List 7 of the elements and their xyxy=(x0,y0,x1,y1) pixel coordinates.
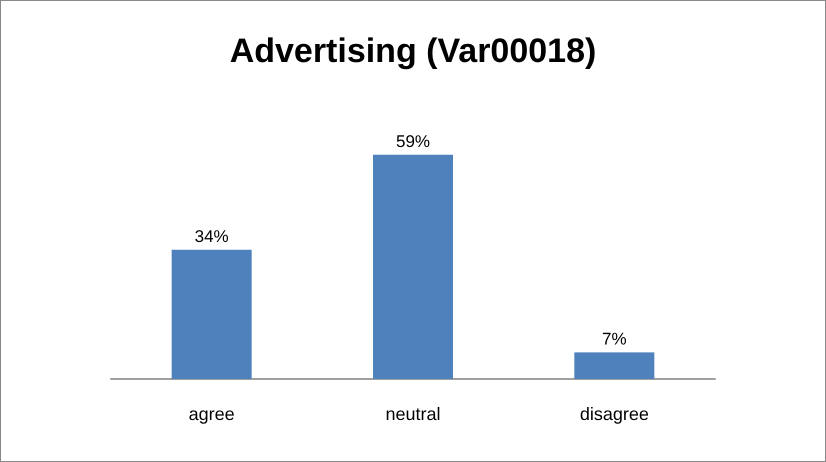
chart-title: Advertising (Var00018) xyxy=(230,32,596,70)
data-label: 34% xyxy=(194,226,229,246)
x-tick-label: agree xyxy=(188,404,235,424)
x-tick-label: disagree xyxy=(580,404,649,424)
data-label: 7% xyxy=(602,329,627,348)
x-tick-label: neutral xyxy=(385,404,441,424)
data-label: 59% xyxy=(396,132,430,151)
